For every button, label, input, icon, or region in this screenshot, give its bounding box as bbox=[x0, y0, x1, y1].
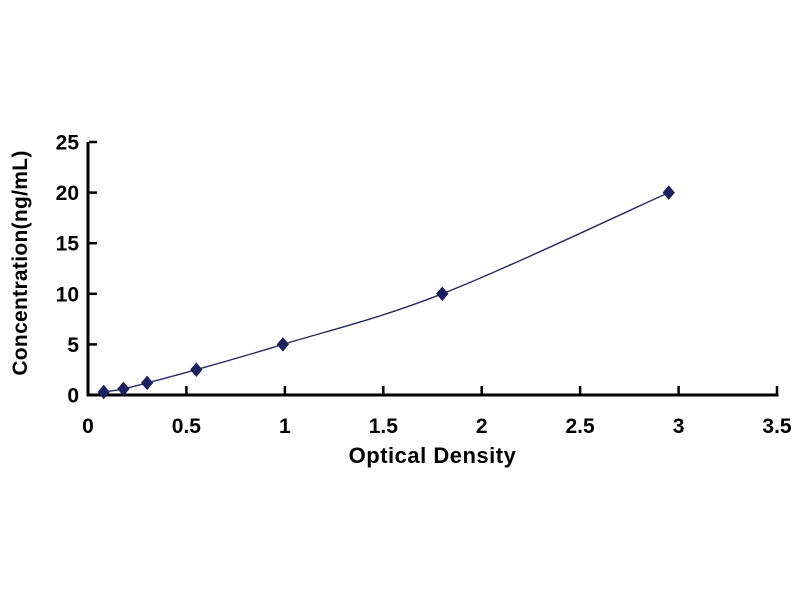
x-tick-label: 3.5 bbox=[762, 415, 792, 438]
x-axis-title: Optical Density bbox=[348, 443, 517, 468]
x-tick-label: 1 bbox=[279, 415, 291, 438]
x-tick-label: 0.5 bbox=[172, 415, 202, 438]
x-tick-label: 1.5 bbox=[369, 415, 399, 438]
y-tick-label: 0 bbox=[67, 385, 79, 408]
y-tick-label: 20 bbox=[56, 182, 79, 205]
data-point-marker bbox=[662, 185, 675, 200]
data-point-marker bbox=[190, 362, 203, 377]
data-point-marker bbox=[117, 381, 130, 397]
data-point-marker bbox=[276, 337, 290, 352]
x-tick-label: 0 bbox=[82, 415, 94, 438]
y-axis-title: Concentration(ng/mL) bbox=[9, 150, 32, 376]
x-tick-label: 2 bbox=[476, 415, 488, 438]
y-tick-label: 15 bbox=[56, 233, 80, 256]
y-tick-label: 5 bbox=[67, 334, 79, 357]
data-point-marker bbox=[140, 375, 154, 391]
x-tick-label: 2.5 bbox=[565, 415, 595, 438]
y-tick-label: 10 bbox=[56, 283, 79, 306]
data-point-marker bbox=[97, 384, 110, 400]
series-line bbox=[103, 191, 669, 393]
y-tick-label: 25 bbox=[56, 132, 80, 155]
data-point-marker bbox=[436, 286, 449, 302]
x-tick-label: 3 bbox=[673, 415, 685, 438]
